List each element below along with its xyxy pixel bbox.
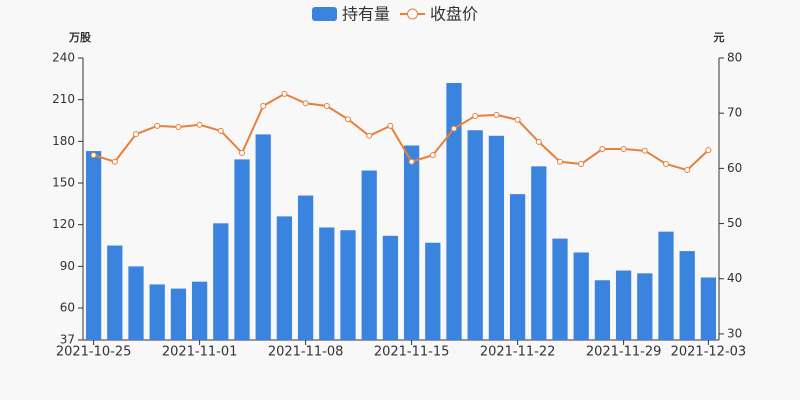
bar xyxy=(297,195,314,340)
legend-label: 收盘价 xyxy=(430,5,478,24)
bar xyxy=(700,277,717,340)
price-point xyxy=(451,125,457,132)
price-point xyxy=(599,146,606,153)
price-point xyxy=(239,149,245,156)
x-tick-label: 2021-11-22 xyxy=(480,345,556,360)
bar xyxy=(425,242,441,340)
price-point xyxy=(663,160,669,167)
y-tick-label: 210 xyxy=(52,92,75,106)
price-point xyxy=(345,116,351,123)
y2-tick-label: 60 xyxy=(727,161,742,175)
price-point xyxy=(302,100,309,107)
price-point xyxy=(217,127,224,134)
y-tick-label: 240 xyxy=(52,51,75,65)
price-point xyxy=(429,152,436,159)
price-point xyxy=(408,158,415,165)
y2-axis-unit: 元 xyxy=(714,31,725,44)
price-point xyxy=(175,123,182,130)
bar xyxy=(276,216,293,340)
y2-tick-label: 40 xyxy=(727,271,742,285)
price-point xyxy=(578,160,585,167)
x-tick-label: 2021-11-29 xyxy=(586,345,662,360)
x-tick-label: 2021-10-25 xyxy=(56,345,132,360)
bar xyxy=(170,288,187,340)
y-tick-label: 180 xyxy=(52,134,75,148)
y-axis-unit: 万股 xyxy=(68,31,92,44)
price-point xyxy=(705,147,712,154)
price-point xyxy=(387,122,394,129)
bar xyxy=(107,245,123,340)
legend-swatch xyxy=(407,8,419,20)
price-point xyxy=(366,132,373,139)
legend-label: 持有量 xyxy=(342,5,390,24)
price-point xyxy=(154,122,161,129)
price-point xyxy=(281,90,288,97)
x-tick-label: 2021-11-01 xyxy=(162,345,238,360)
bar xyxy=(467,130,483,340)
bar xyxy=(552,238,568,340)
bar xyxy=(403,145,420,340)
price-point xyxy=(90,152,97,159)
price-point xyxy=(196,121,203,128)
price-point xyxy=(323,103,330,110)
bar xyxy=(191,281,208,340)
price-point xyxy=(620,146,627,153)
x-tick-label: 2021-11-08 xyxy=(268,345,344,360)
bar xyxy=(679,251,695,340)
bar xyxy=(149,284,165,340)
bar xyxy=(658,231,674,340)
y-tick-label: 90 xyxy=(60,259,75,273)
bar xyxy=(615,270,632,340)
price-point xyxy=(557,158,563,165)
y-tick-label: 60 xyxy=(60,301,75,315)
bar xyxy=(213,223,229,340)
bar xyxy=(319,227,335,340)
y2-tick-label: 30 xyxy=(727,326,742,340)
bar xyxy=(573,252,589,340)
x-tick-label: 2021-11-15 xyxy=(374,345,450,360)
price-point xyxy=(514,116,521,123)
price-point xyxy=(493,111,500,118)
y-tick-label: 120 xyxy=(52,217,75,231)
price-point xyxy=(472,112,479,119)
price-point xyxy=(111,158,118,165)
bar xyxy=(382,235,399,340)
bar xyxy=(509,194,526,340)
bar xyxy=(594,280,611,340)
y-tick-label: 37 xyxy=(60,333,75,347)
bar xyxy=(488,135,505,340)
bar xyxy=(234,159,250,340)
y2-tick-label: 50 xyxy=(727,216,742,230)
price-point xyxy=(260,103,267,110)
y-tick-label: 150 xyxy=(52,176,75,190)
y2-tick-label: 80 xyxy=(727,51,742,65)
price-point xyxy=(133,131,139,138)
y2-tick-label: 70 xyxy=(727,106,742,120)
bar xyxy=(340,230,356,340)
x-tick-label: 2021-12-03 xyxy=(671,345,747,360)
bar xyxy=(637,273,653,340)
price-point xyxy=(535,138,542,145)
price-point xyxy=(641,147,648,154)
price-line xyxy=(93,92,710,172)
legend-swatch xyxy=(312,7,337,21)
bar xyxy=(361,170,377,340)
price-point xyxy=(684,167,691,174)
bar xyxy=(255,134,271,340)
bar xyxy=(531,166,547,340)
bar xyxy=(85,151,102,340)
bar xyxy=(128,266,144,340)
bar xyxy=(446,83,462,340)
